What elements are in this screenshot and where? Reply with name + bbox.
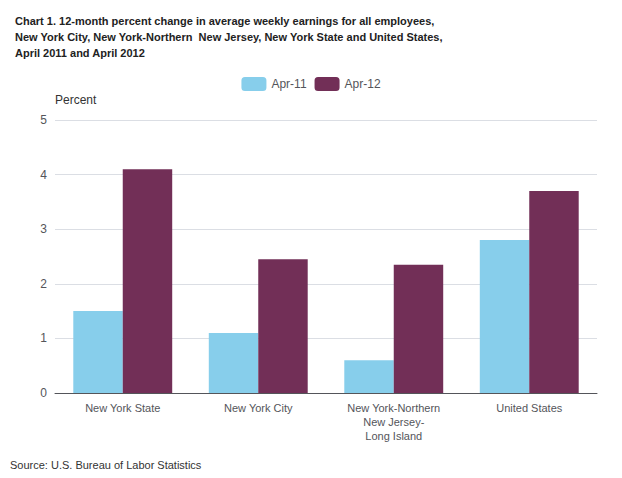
svg-text:New York State: New York State (85, 402, 160, 414)
svg-text:Source: U.S. Bureau of Labor S: Source: U.S. Bureau of Labor Statistics (10, 459, 202, 471)
svg-text:April 2011 and April 2012: April 2011 and April 2012 (15, 47, 145, 59)
svg-text:New York City, New York-Northe: New York City, New York-Northern New Jer… (15, 31, 443, 43)
svg-text:Percent: Percent (55, 93, 97, 107)
svg-text:Long Island: Long Island (365, 430, 422, 442)
svg-text:Apr-11: Apr-11 (271, 77, 306, 91)
svg-text:New Jersey-: New Jersey- (363, 416, 424, 428)
svg-text:New York-Northern: New York-Northern (347, 402, 440, 414)
svg-text:1: 1 (40, 331, 47, 345)
svg-text:2: 2 (40, 277, 47, 291)
svg-text:Chart 1. 12-month percent chan: Chart 1. 12-month percent change in aver… (15, 15, 434, 27)
svg-text:5: 5 (40, 113, 47, 127)
svg-text:New York City: New York City (224, 402, 293, 414)
svg-text:4: 4 (40, 168, 47, 182)
svg-text:Apr-12: Apr-12 (345, 77, 381, 91)
svg-text:3: 3 (40, 222, 47, 236)
svg-text:0: 0 (40, 386, 47, 400)
svg-text:United States: United States (496, 402, 563, 414)
